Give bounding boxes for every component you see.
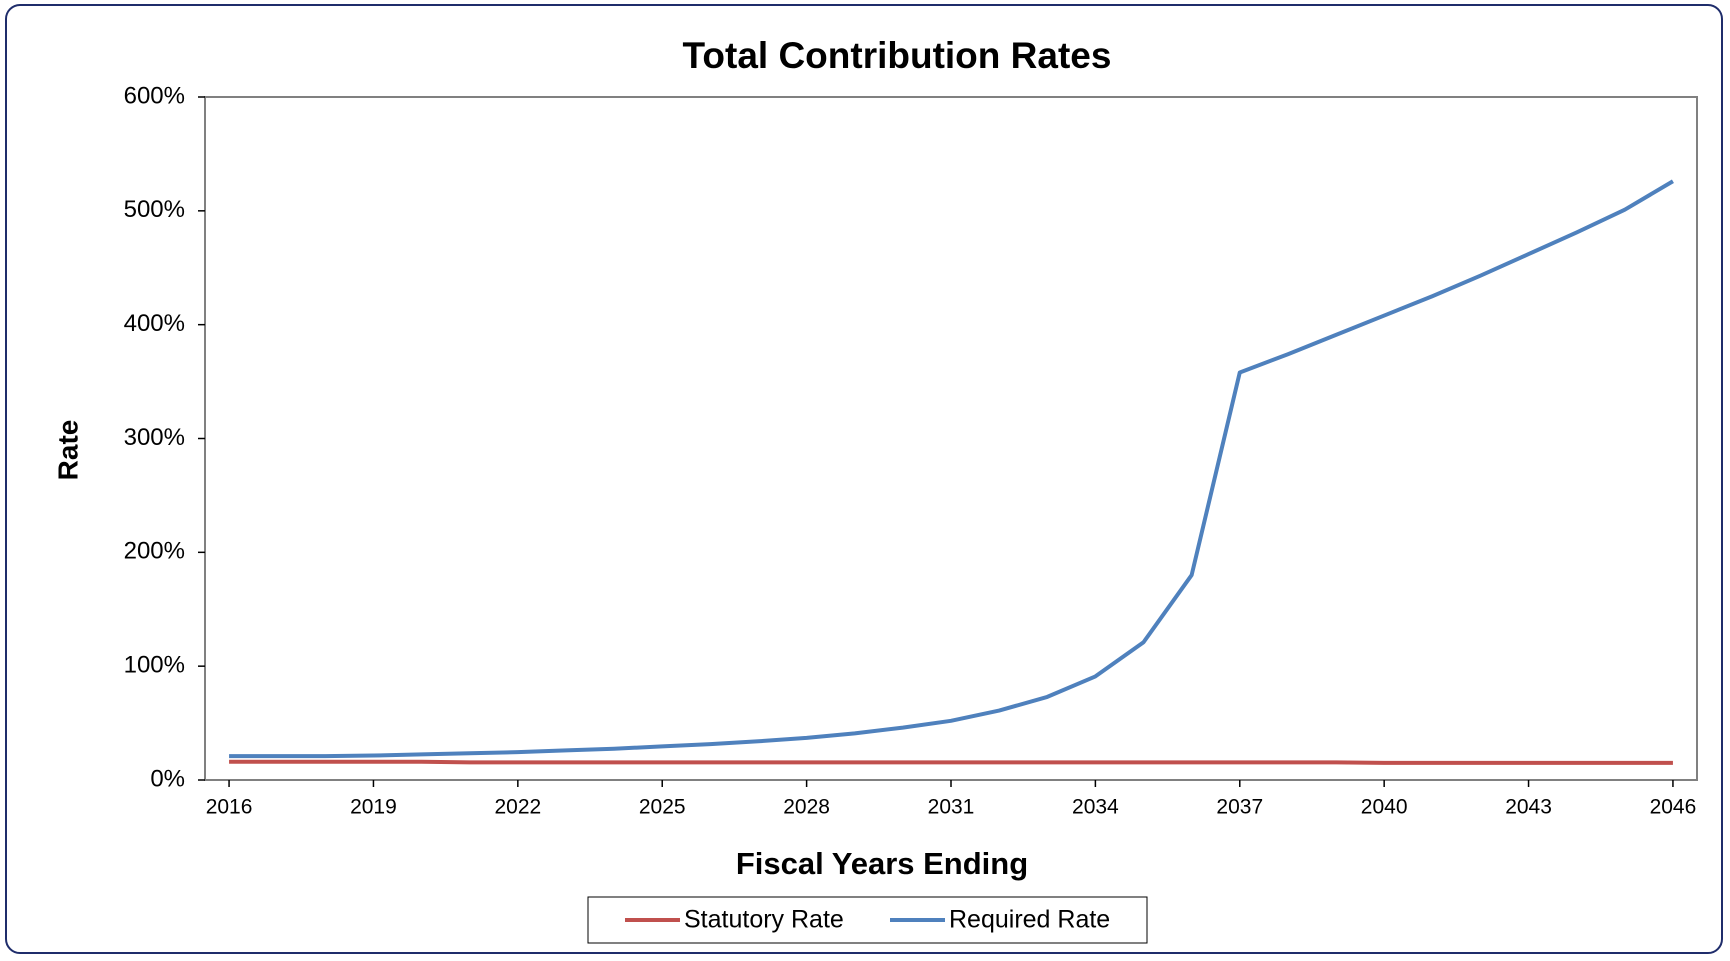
y-tick-label: 500% xyxy=(124,196,185,223)
x-tick-label: 2019 xyxy=(350,796,397,819)
legend-label: Statutory Rate xyxy=(684,906,844,934)
y-tick-label: 300% xyxy=(124,424,185,451)
y-axis-title: Rate xyxy=(52,420,83,481)
x-tick-label: 2016 xyxy=(206,796,253,819)
chart-title: Total Contribution Rates xyxy=(683,35,1112,76)
y-tick-label: 100% xyxy=(124,652,185,679)
y-tick-label: 200% xyxy=(124,538,185,565)
y-tick-label: 400% xyxy=(124,310,185,337)
x-tick-label: 2040 xyxy=(1361,796,1408,819)
x-tick-label: 2043 xyxy=(1505,796,1552,819)
x-tick-label: 2046 xyxy=(1650,796,1697,819)
y-tick-label: 600% xyxy=(124,82,185,109)
x-tick-label: 2034 xyxy=(1072,796,1119,819)
legend-label: Required Rate xyxy=(949,906,1110,934)
legend-box xyxy=(587,896,1148,944)
series-line xyxy=(229,179,1674,759)
x-tick-label: 2025 xyxy=(639,796,686,819)
chart-frame xyxy=(5,4,1723,954)
x-tick-label: 2028 xyxy=(783,796,830,819)
x-tick-label: 2031 xyxy=(928,796,975,819)
x-tick-label: 2022 xyxy=(494,796,541,819)
x-axis-title: Fiscal Years Ending xyxy=(736,846,1028,881)
series-line xyxy=(229,759,1673,765)
x-tick-label: 2037 xyxy=(1216,796,1263,819)
y-tick-label: 0% xyxy=(150,765,185,792)
